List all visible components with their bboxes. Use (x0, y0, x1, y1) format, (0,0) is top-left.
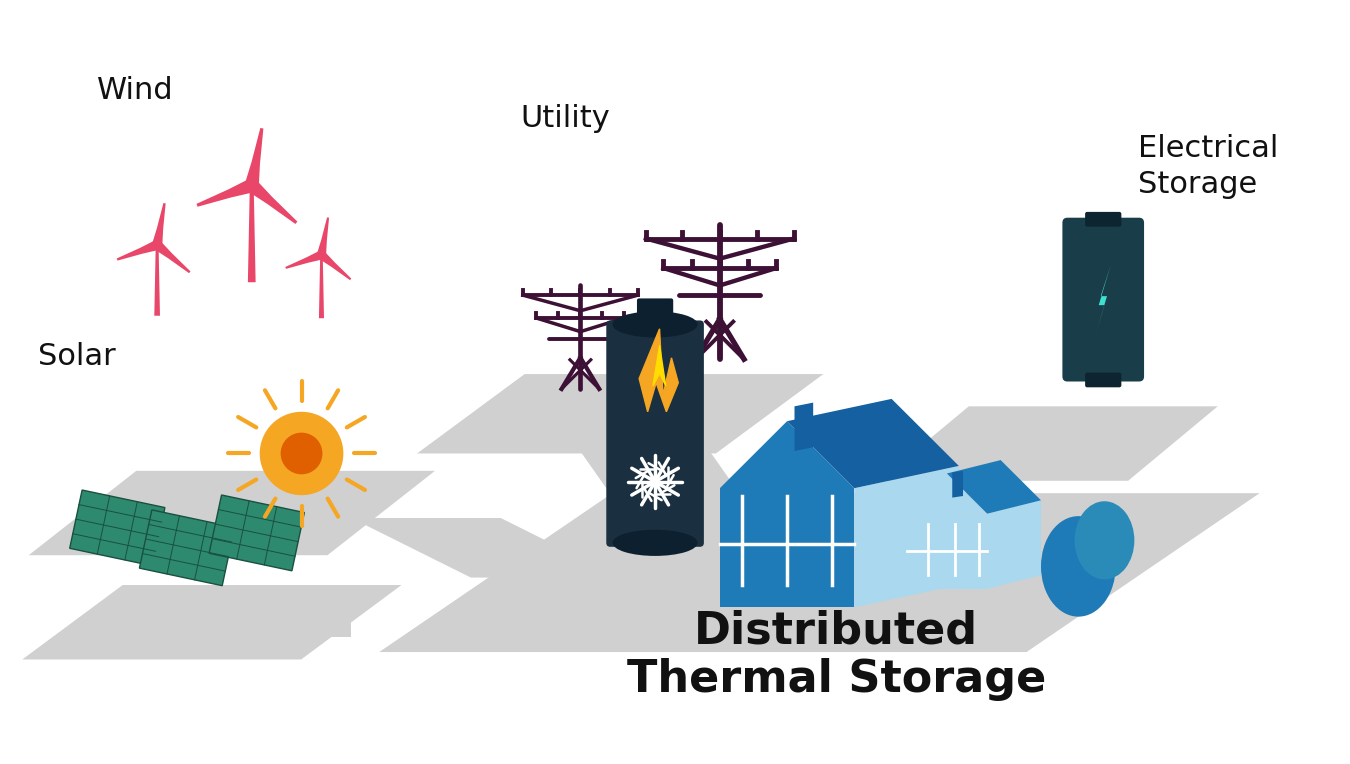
Circle shape (259, 412, 343, 495)
Polygon shape (247, 180, 297, 224)
Ellipse shape (613, 311, 698, 338)
FancyBboxPatch shape (637, 299, 674, 318)
Circle shape (652, 479, 657, 484)
Polygon shape (70, 490, 165, 566)
Polygon shape (197, 179, 254, 207)
Polygon shape (639, 329, 678, 412)
Polygon shape (879, 406, 1218, 481)
Ellipse shape (1041, 516, 1115, 617)
Text: Solar: Solar (38, 342, 115, 371)
FancyBboxPatch shape (1062, 218, 1143, 381)
Text: Distributed
Thermal Storage: Distributed Thermal Storage (626, 610, 1046, 701)
Circle shape (281, 432, 323, 474)
Polygon shape (1096, 265, 1111, 334)
Polygon shape (154, 241, 190, 274)
Polygon shape (720, 421, 855, 488)
Polygon shape (907, 513, 987, 589)
Polygon shape (551, 409, 749, 508)
Polygon shape (907, 474, 987, 513)
Polygon shape (987, 500, 1041, 589)
Polygon shape (139, 510, 235, 586)
Circle shape (317, 251, 327, 260)
Polygon shape (116, 240, 159, 261)
Polygon shape (855, 466, 958, 607)
Polygon shape (244, 128, 263, 186)
Polygon shape (319, 251, 351, 280)
Text: Utility: Utility (521, 104, 610, 133)
Circle shape (153, 240, 162, 250)
Polygon shape (946, 460, 1041, 513)
Circle shape (244, 178, 259, 193)
Polygon shape (720, 488, 855, 607)
Text: Electrical
Storage: Electrical Storage (1138, 134, 1278, 199)
Polygon shape (417, 374, 824, 454)
Polygon shape (154, 245, 161, 316)
Polygon shape (787, 399, 958, 488)
Polygon shape (379, 494, 1260, 652)
Ellipse shape (1075, 501, 1134, 579)
Polygon shape (795, 403, 813, 451)
Polygon shape (28, 471, 435, 555)
Polygon shape (23, 585, 401, 659)
Polygon shape (221, 503, 362, 528)
Polygon shape (209, 495, 304, 571)
Polygon shape (285, 251, 323, 269)
Text: Wind: Wind (97, 76, 174, 105)
FancyBboxPatch shape (606, 320, 703, 547)
Ellipse shape (613, 529, 698, 556)
Polygon shape (351, 518, 620, 578)
Polygon shape (153, 203, 166, 246)
Polygon shape (952, 471, 963, 497)
Polygon shape (929, 439, 1079, 458)
Polygon shape (202, 612, 351, 637)
Polygon shape (653, 345, 666, 386)
Polygon shape (248, 186, 255, 282)
FancyBboxPatch shape (1085, 373, 1122, 387)
Polygon shape (319, 255, 324, 319)
Polygon shape (317, 218, 329, 256)
FancyBboxPatch shape (1085, 212, 1122, 227)
